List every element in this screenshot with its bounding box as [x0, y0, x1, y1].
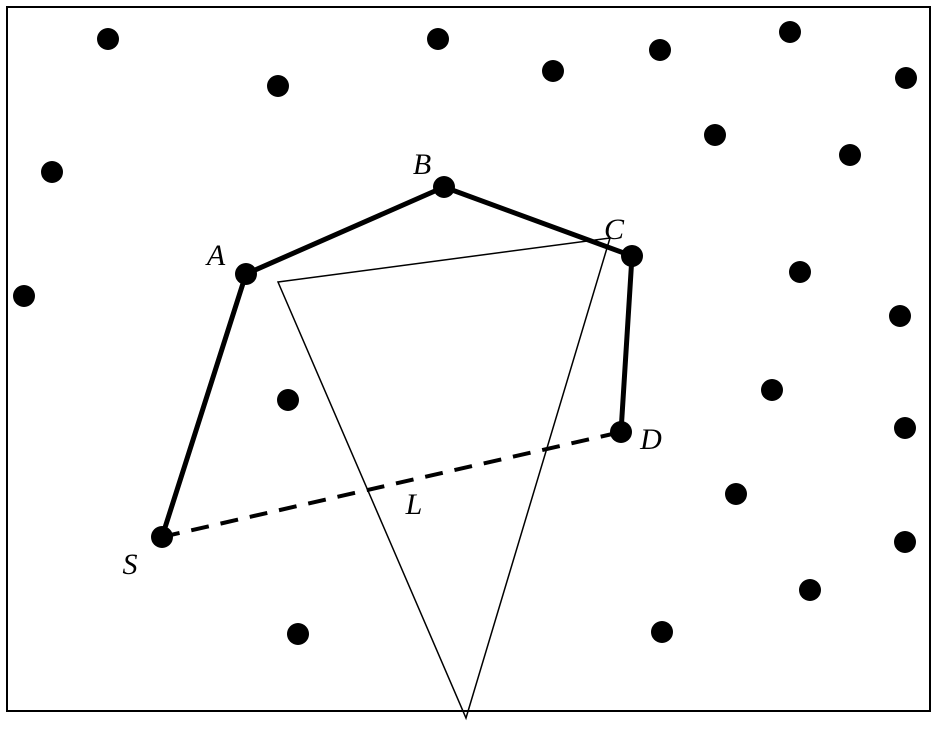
label-l: L	[406, 488, 423, 522]
scatter-point-13	[761, 379, 783, 401]
scatter-point-16	[725, 483, 747, 505]
scatter-point-14	[894, 417, 916, 439]
label-a: A	[207, 239, 225, 273]
point-s	[151, 526, 173, 548]
label-d: D	[640, 423, 662, 457]
scatter-point-20	[287, 623, 309, 645]
scatter-point-7	[41, 161, 63, 183]
label-s: S	[123, 548, 138, 582]
scatter-point-0	[97, 28, 119, 50]
scatter-point-2	[427, 28, 449, 50]
scatter-point-10	[13, 285, 35, 307]
point-a	[235, 263, 257, 285]
bounding-frame	[6, 6, 931, 712]
scatter-point-17	[894, 531, 916, 553]
scatter-point-15	[277, 389, 299, 411]
scatter-point-6	[895, 67, 917, 89]
label-b: B	[413, 148, 431, 182]
scatter-point-19	[651, 621, 673, 643]
scatter-point-4	[649, 39, 671, 61]
scatter-point-11	[789, 261, 811, 283]
scatter-point-9	[839, 144, 861, 166]
scatter-point-1	[267, 75, 289, 97]
scatter-point-12	[889, 305, 911, 327]
point-c	[621, 245, 643, 267]
scatter-point-8	[704, 124, 726, 146]
scatter-point-18	[799, 579, 821, 601]
scatter-point-3	[542, 60, 564, 82]
scatter-point-5	[779, 21, 801, 43]
label-c: C	[604, 213, 624, 247]
point-d	[610, 421, 632, 443]
point-b	[433, 176, 455, 198]
